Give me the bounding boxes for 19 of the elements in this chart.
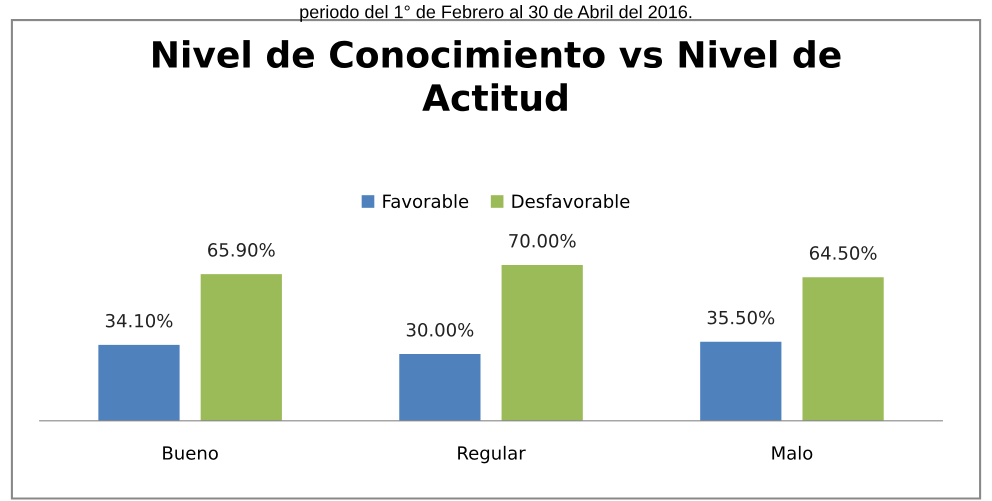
data-label: 35.50% (708, 310, 774, 324)
data-label: 70.00% (509, 234, 576, 248)
data-label: 64.50% (810, 246, 877, 260)
bar (802, 277, 884, 421)
chart-title: Nivel de Conocimiento vs Nivel de Actitud (153, 40, 840, 112)
bar (200, 274, 282, 421)
x-tick-label: Bueno (163, 446, 218, 460)
bar (399, 354, 481, 421)
x-tick-label: Malo (772, 446, 812, 460)
bar (502, 264, 583, 421)
legend-label: Desfavorable (512, 194, 630, 208)
x-tick-label: Regular (458, 446, 526, 464)
data-label: 34.10% (106, 314, 172, 328)
data-label: 30.00% (406, 322, 474, 337)
data-label: 65.90% (208, 243, 275, 257)
bar (700, 342, 782, 421)
text: periodo del 1° de Febrero al 30 de Abril del 2016. (300, 5, 692, 22)
bar (98, 344, 180, 421)
legend-label: Favorable (383, 194, 468, 208)
